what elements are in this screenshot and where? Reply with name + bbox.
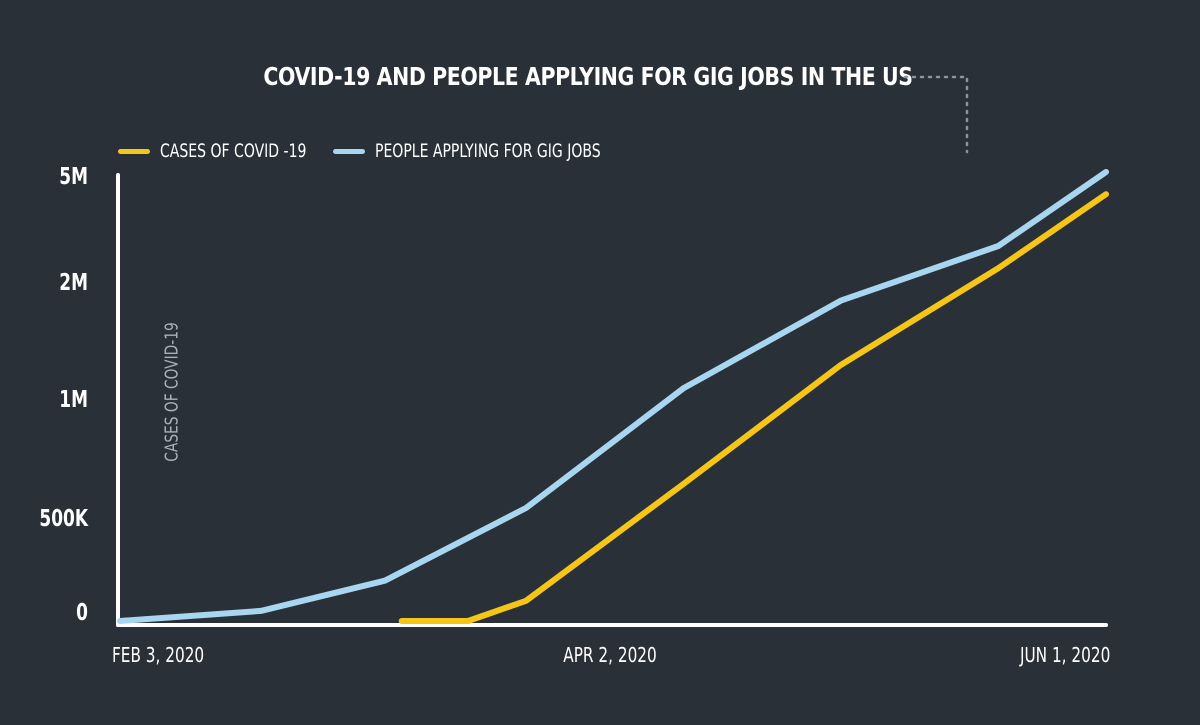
y-tick-label: 0 <box>76 600 88 626</box>
legend-label-covid-cases: CASES OF COVID -19 <box>160 140 307 162</box>
legend: CASES OF COVID -19 PEOPLE APPLYING FOR G… <box>118 140 610 162</box>
legend-item-covid-cases: CASES OF COVID -19 <box>118 140 306 162</box>
y-tick-label: 5M <box>59 164 88 190</box>
series-line-gig-applicants <box>117 169 1109 624</box>
y-tick-label: 1M <box>59 387 88 413</box>
x-tick-label: APR 2, 2020 <box>563 643 657 667</box>
legend-label-gig-applicants: PEOPLE APPLYING FOR GIG JOBS <box>374 140 601 162</box>
x-tick-label: JUN 1, 2020 <box>1019 643 1110 667</box>
series-line-covid-cases <box>398 191 1109 624</box>
dotted-connector <box>903 75 969 154</box>
legend-swatch-gig-applicants <box>332 148 365 154</box>
y-tick-label: 2M <box>59 270 88 296</box>
legend-item-gig-applicants: PEOPLE APPLYING FOR GIG JOBS <box>332 140 610 162</box>
x-tick-label: FEB 3, 2020 <box>112 643 205 667</box>
y-tick-label: 500K <box>39 506 88 532</box>
legend-swatch-covid-cases <box>118 148 150 154</box>
chart-title: COVID-19 AND PEOPLE APPLYING FOR GIG JOB… <box>263 62 913 91</box>
